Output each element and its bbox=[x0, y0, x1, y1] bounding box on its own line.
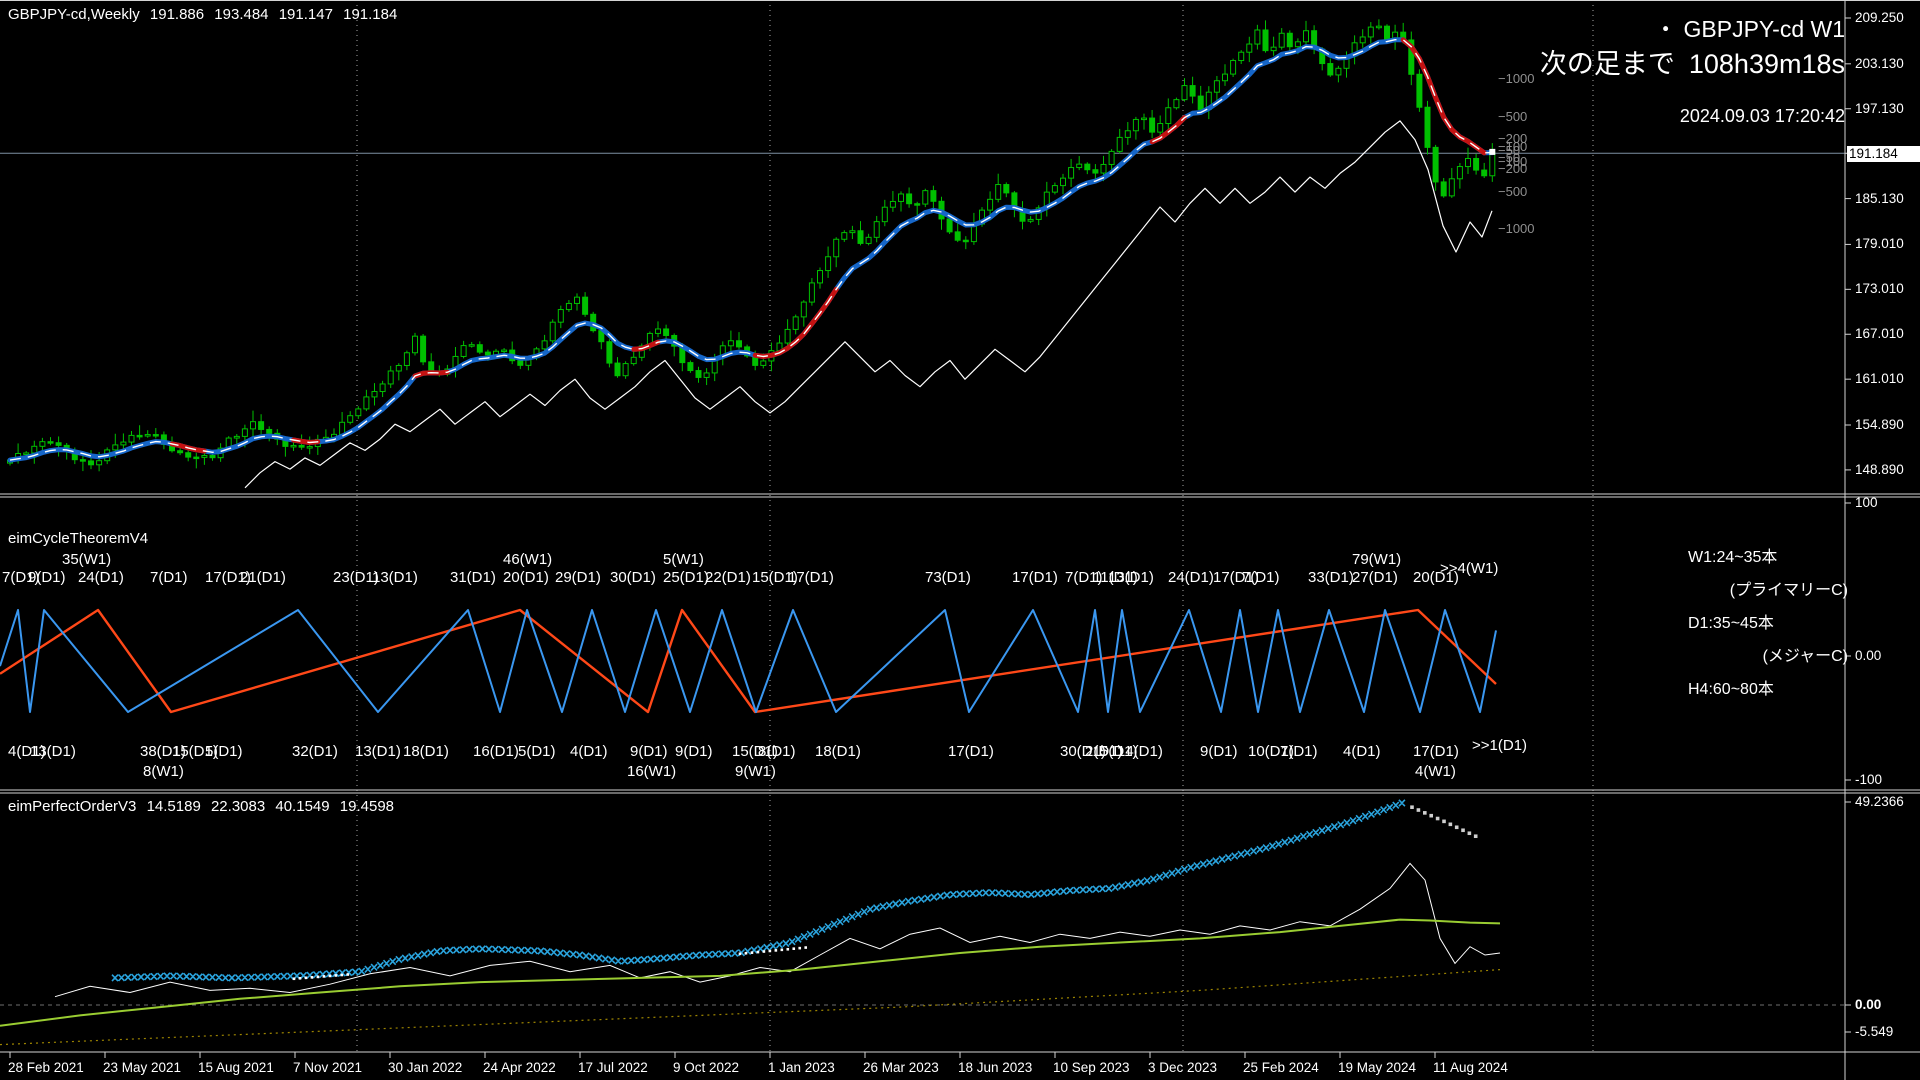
date-label: 10 Sep 2023 bbox=[1053, 1060, 1130, 1075]
date-label: 9 Oct 2022 bbox=[673, 1060, 740, 1075]
cycle-info-major: (メジャーC) bbox=[1762, 648, 1848, 665]
cycle-info-d1: D1:35~45本 bbox=[1688, 615, 1774, 632]
date-label: 19 May 2024 bbox=[1338, 1060, 1417, 1075]
cycle-info-block: W1:24~35本 (プライマリーC) D1:35~45本 (メジャーC) H4… bbox=[1688, 541, 1848, 706]
po-value-1: 14.5189 bbox=[146, 798, 201, 815]
date-axis[interactable]: 28 Feb 2021 23 May 2021 15 Aug 2021 7 Nov 2… bbox=[0, 1052, 1845, 1080]
symbol-period-label: GBPJPY-cd,Weekly bbox=[8, 6, 140, 23]
price-tick-label: 185.130 bbox=[1855, 190, 1904, 206]
po-scale-zero: 0.00 bbox=[1855, 997, 1882, 1012]
cycle-scale-max: 100 bbox=[1855, 495, 1878, 510]
po-value-2: 22.3083 bbox=[210, 798, 266, 815]
price-tick-label: 167.010 bbox=[1855, 326, 1904, 342]
date-label: 25 Feb 2024 bbox=[1243, 1060, 1319, 1075]
date-label: 26 Mar 2023 bbox=[863, 1060, 939, 1075]
date-label: 28 Feb 2021 bbox=[8, 1060, 84, 1075]
price-tick-label: 161.010 bbox=[1855, 371, 1904, 387]
cycle-scale[interactable]: 100 0.00 -100 bbox=[1846, 495, 1920, 790]
price-tick-label: 179.010 bbox=[1855, 236, 1904, 252]
ohlc-open: 191.886 bbox=[149, 6, 205, 23]
perfectorder-indicator-header: eimPerfectOrderV3 14.5189 22.3083 40.154… bbox=[8, 798, 400, 815]
ohlc-close: 191.184 bbox=[343, 6, 398, 23]
cycle-info-h4: H4:60~80本 bbox=[1688, 681, 1774, 698]
price-scale[interactable]: 209.250 203.130 197.130 185.130 179.010 173.0… bbox=[1846, 0, 1920, 494]
cycle-indicator-header: eimCycleTheoremV4 bbox=[8, 530, 149, 547]
ohlc-header: GBPJPY-cd,Weekly 191.886 193.484 191.147… bbox=[8, 6, 403, 23]
price-tick-label: 197.130 bbox=[1855, 100, 1904, 116]
current-price-badge: 191.184 bbox=[1847, 146, 1920, 162]
date-label: 18 Jun 2023 bbox=[958, 1060, 1033, 1075]
cycle-scale-min: -100 bbox=[1855, 772, 1883, 787]
date-label: 17 Jul 2022 bbox=[578, 1060, 648, 1075]
date-label: 1 Jan 2023 bbox=[768, 1060, 835, 1075]
price-tick-label: 154.890 bbox=[1855, 416, 1904, 432]
ohlc-high: 193.484 bbox=[214, 6, 269, 23]
countdown-value: 108h39m18s bbox=[1688, 49, 1845, 79]
price-tick-label: 203.130 bbox=[1855, 55, 1904, 71]
bullet-icon: ・ bbox=[1654, 16, 1678, 42]
po-scale-max: 49.2366 bbox=[1855, 794, 1904, 809]
po-value-4: 19.4598 bbox=[339, 798, 395, 815]
po-value-3: 40.1549 bbox=[275, 798, 330, 815]
cycle-info-primary: (プライマリーC) bbox=[1729, 582, 1848, 599]
countdown-label: 次の足まで bbox=[1539, 49, 1675, 79]
symbol-overlay: ・ GBPJPY-cd W1 bbox=[1654, 10, 1845, 44]
date-label: 11 Aug 2024 bbox=[1433, 1060, 1508, 1075]
date-label: 23 May 2021 bbox=[103, 1060, 182, 1075]
date-label: 3 Dec 2023 bbox=[1148, 1060, 1218, 1075]
cycle-info-w1: W1:24~35本 bbox=[1688, 549, 1778, 566]
server-datetime: 2024.09.03 17:20:42 bbox=[1679, 106, 1845, 126]
bar-countdown: 次の足まで 108h39m18s bbox=[1540, 42, 1845, 81]
cycle-scale-zero: 0.00 bbox=[1855, 648, 1882, 663]
date-label: 30 Jan 2022 bbox=[388, 1060, 463, 1075]
date-label: 15 Aug 2021 bbox=[198, 1060, 274, 1075]
ohlc-low: 191.147 bbox=[278, 6, 333, 23]
price-tick-label: 173.010 bbox=[1855, 281, 1904, 297]
date-label: 24 Apr 2022 bbox=[483, 1060, 556, 1075]
symbol-overlay-text: GBPJPY-cd W1 bbox=[1683, 16, 1845, 42]
po-scale-min: -5.549 bbox=[1855, 1024, 1894, 1039]
date-label: 7 Nov 2021 bbox=[293, 1060, 363, 1075]
perfectorder-scale[interactable]: 49.2366 0.00 -5.549 bbox=[1846, 793, 1920, 1052]
po-name: eimPerfectOrderV3 bbox=[8, 798, 137, 815]
price-tick-label: 148.890 bbox=[1855, 461, 1904, 477]
price-tick-label: 209.250 bbox=[1855, 10, 1904, 25]
